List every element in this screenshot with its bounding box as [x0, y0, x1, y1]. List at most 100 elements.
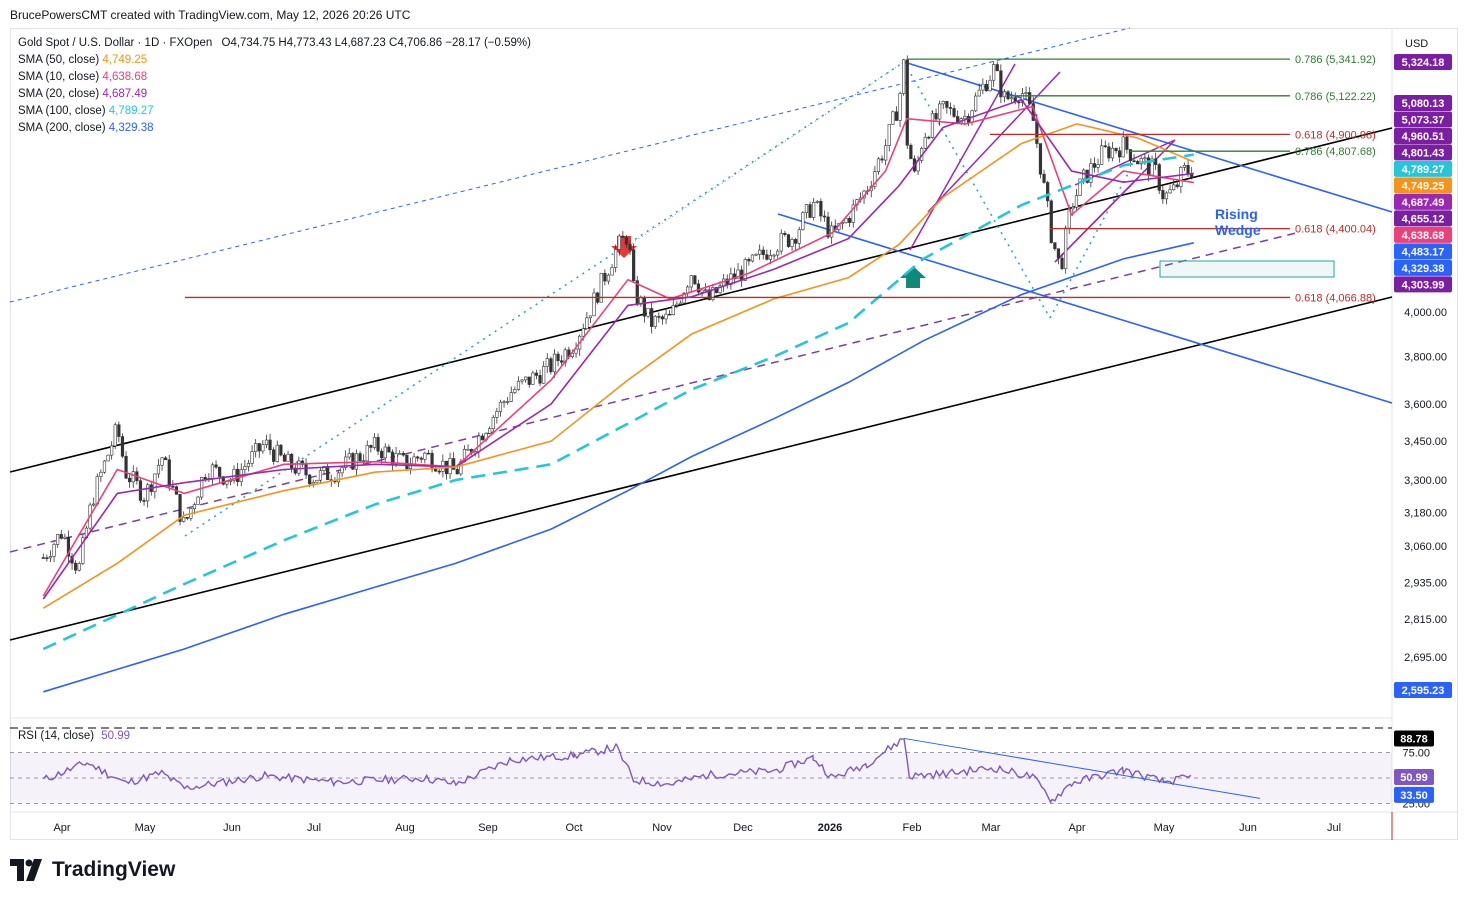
candle-body: [538, 375, 542, 384]
legend-sma-10[interactable]: SMA (10, close) 4,638.68: [18, 69, 531, 86]
candle: [786, 233, 791, 248]
candle-body: [941, 101, 945, 105]
candle-body: [819, 201, 823, 217]
price-badge[interactable]: 4,687.49: [1394, 193, 1452, 210]
rsi-badge-text: 50.99: [1400, 772, 1428, 784]
candle: [646, 308, 650, 319]
candle-body: [498, 401, 503, 412]
wedge-channel-upper: [909, 63, 1016, 251]
candle-body: [1118, 150, 1122, 158]
candle: [196, 495, 200, 505]
candle-body: [243, 466, 247, 470]
price-badge[interactable]: 4,655.12: [1394, 210, 1452, 227]
legend-sma-100[interactable]: SMA (100, close) 4,789.27: [18, 103, 531, 120]
candle-body: [783, 232, 787, 235]
rsi-badge[interactable]: 88.78: [1394, 730, 1434, 747]
candle: [358, 451, 362, 463]
candle-body: [542, 366, 546, 384]
candle: [1121, 131, 1125, 158]
price-badge[interactable]: 4,638.68: [1394, 226, 1452, 243]
candle-body: [495, 411, 499, 418]
rsi-badge[interactable]: 33.50: [1394, 786, 1434, 803]
candle-body: [876, 158, 881, 172]
candle: [1089, 158, 1093, 188]
price-badge[interactable]: 4,749.25: [1394, 177, 1452, 194]
rsi-badge-text: 33.50: [1400, 790, 1428, 802]
candle-body: [513, 389, 517, 393]
candle: [1136, 159, 1140, 165]
candle: [178, 494, 182, 526]
sma-line-10[interactable]: [42, 105, 1194, 597]
candle-body: [250, 451, 254, 464]
candle-body: [776, 250, 780, 256]
candle-body: [657, 316, 661, 318]
price-badge[interactable]: 4,789.27: [1394, 160, 1452, 177]
candle: [624, 235, 629, 248]
price-badge[interactable]: 4,329.38: [1394, 259, 1452, 276]
candle: [110, 441, 114, 460]
price-badge-text: 5,073.37: [1402, 115, 1445, 127]
price-badge[interactable]: 2,595.23: [1394, 682, 1452, 698]
currency-label[interactable]: USD: [1405, 38, 1429, 50]
rsi-legend[interactable]: RSI (14, close) 50.99: [18, 730, 130, 742]
sma-line-50[interactable]: [42, 123, 1195, 609]
tradingview-footer[interactable]: TradingView: [10, 858, 175, 882]
candle-body: [797, 229, 801, 244]
candle-body: [1060, 257, 1064, 269]
rsi-line[interactable]: [42, 738, 1192, 804]
price-badge[interactable]: 4,483.17: [1394, 243, 1452, 260]
sma-line-200[interactable]: [43, 242, 1194, 693]
candle-body: [750, 254, 755, 262]
sma-line-100[interactable]: [42, 153, 1194, 651]
sma-line-20[interactable]: [42, 98, 1194, 600]
price-badge[interactable]: 4,801.43: [1394, 144, 1452, 161]
candle: [1056, 248, 1061, 265]
price-badge[interactable]: 4,960.51: [1394, 128, 1452, 145]
price-badge[interactable]: 5,080.13: [1394, 95, 1452, 112]
candle: [315, 479, 319, 483]
candle: [59, 529, 63, 540]
price-tick-label: 3,300.00: [1404, 475, 1447, 487]
candle: [488, 426, 492, 435]
candle-body: [1143, 157, 1147, 160]
chart-frame: [10, 28, 1458, 840]
candle-body: [707, 289, 711, 300]
candle-body: [74, 562, 78, 571]
legend-sma-50[interactable]: SMA (50, close) 4,749.25: [18, 52, 531, 69]
candle-body: [257, 443, 261, 452]
candle-body: [203, 477, 207, 480]
candle-body: [66, 536, 71, 557]
candle: [722, 274, 726, 292]
rsi-trendline: [903, 737, 1261, 799]
legend-sma-200[interactable]: SMA (200, close) 4,329.38: [18, 120, 531, 137]
candle: [275, 440, 279, 463]
candle: [711, 283, 715, 302]
candle: [106, 454, 110, 462]
sma-100-value: 4,789.27: [108, 105, 154, 117]
candle-body: [552, 353, 557, 373]
candle-body: [534, 372, 539, 376]
price-badge[interactable]: 4,303.99: [1394, 276, 1452, 293]
price-badge[interactable]: 5,073.37: [1394, 111, 1452, 128]
candle: [542, 361, 546, 384]
candle: [671, 298, 675, 316]
time-axis-label: 2026: [818, 822, 842, 834]
candle-body: [992, 64, 996, 81]
candle-body: [477, 435, 481, 452]
candle: [632, 243, 636, 283]
candle-body: [1053, 242, 1057, 249]
candle-body: [812, 202, 816, 218]
rsi-badge[interactable]: 50.99: [1394, 768, 1434, 785]
candle-body: [81, 537, 85, 564]
legend-symbol-row[interactable]: Gold Spot / U.S. Dollar · 1D · FXOpen O4…: [18, 35, 531, 52]
price-badge[interactable]: 5,324.18: [1394, 54, 1452, 70]
candle: [930, 110, 935, 139]
fib-level-label: 0.786 (5,122.22): [1295, 91, 1376, 103]
candle-body: [297, 460, 301, 474]
candle-body: [272, 449, 276, 462]
legend-sma-20[interactable]: SMA (20, close) 4,687.49: [18, 86, 531, 103]
candle-body: [455, 469, 459, 475]
candle: [765, 249, 769, 261]
candle-body: [261, 444, 265, 452]
